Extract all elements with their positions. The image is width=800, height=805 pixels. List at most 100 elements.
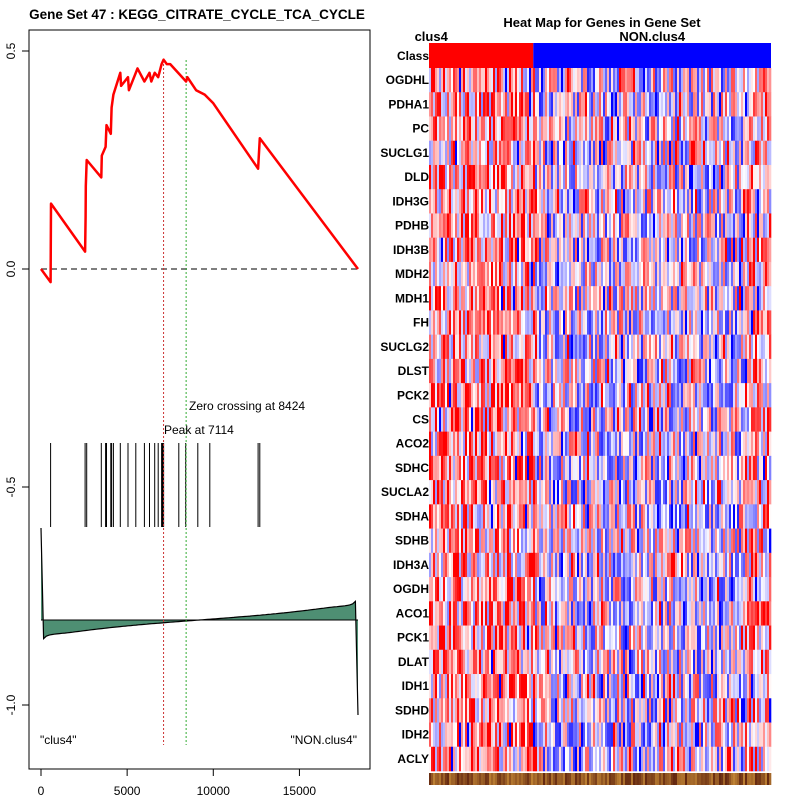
heatmap-cell xyxy=(627,189,629,214)
heatmap-cell xyxy=(505,310,507,335)
heatmap-cell xyxy=(629,626,631,651)
heatmap-cell xyxy=(721,165,723,190)
heatmap-cell xyxy=(593,407,595,432)
heatmap-cell xyxy=(625,310,627,335)
heatmap-cell xyxy=(489,383,491,408)
heatmap-cell xyxy=(745,553,747,578)
heatmap-cell xyxy=(649,626,651,651)
heatmap-cell xyxy=(507,92,509,117)
heatmap-cell xyxy=(595,650,597,675)
heatmap-cell xyxy=(701,626,703,651)
heatmap-cell xyxy=(635,359,637,384)
heatmap-cell xyxy=(561,141,563,166)
heatmap-cell xyxy=(579,723,581,748)
heatmap-cell xyxy=(583,480,585,505)
heatmap-cell xyxy=(727,674,729,699)
heatmap-cell xyxy=(657,504,659,529)
heatmap-cell xyxy=(655,432,657,457)
heatmap-cell xyxy=(751,262,753,287)
heatmap-cell xyxy=(569,189,571,214)
heatmap-cell xyxy=(759,359,761,384)
heatmap-cell xyxy=(751,674,753,699)
heatmap-cell xyxy=(557,650,559,675)
heatmap-cell xyxy=(505,213,507,238)
heatmap-cell xyxy=(549,335,551,360)
heatmap-cell xyxy=(555,480,557,505)
heatmap-cell xyxy=(465,141,467,166)
heatmap-cell xyxy=(513,747,515,772)
heatmap-cell xyxy=(475,407,477,432)
heatmap-cell xyxy=(581,456,583,481)
heatmap-cell xyxy=(745,310,747,335)
heatmap-row-suclg1 xyxy=(429,141,771,166)
heatmap-cell xyxy=(583,116,585,141)
heatmap-cell xyxy=(585,383,587,408)
heatmap-cell xyxy=(473,626,475,651)
heatmap-cell xyxy=(643,262,645,287)
heatmap-cell xyxy=(579,383,581,408)
heatmap-cell xyxy=(443,213,445,238)
heatmap-cell xyxy=(455,577,457,602)
heatmap-cell xyxy=(589,747,591,772)
heatmap-cell xyxy=(615,262,617,287)
heatmap-cell xyxy=(753,213,755,238)
heatmap-cell xyxy=(477,650,479,675)
heatmap-cell xyxy=(679,213,681,238)
heatmap-cell xyxy=(563,504,565,529)
heatmap-cell xyxy=(643,650,645,675)
heatmap-cell xyxy=(529,335,531,360)
heatmap-cell xyxy=(695,432,697,457)
heatmap-cell xyxy=(587,238,589,263)
heatmap-cell xyxy=(609,310,611,335)
heatmap-cell xyxy=(751,359,753,384)
heatmap-cell xyxy=(713,213,715,238)
heatmap-cell xyxy=(655,213,657,238)
heatmap-cell xyxy=(745,116,747,141)
heatmap-cell xyxy=(741,553,743,578)
heatmap-cell xyxy=(755,310,757,335)
heatmap-cell xyxy=(599,626,601,651)
heatmap-cell xyxy=(637,650,639,675)
heatmap-cell xyxy=(597,456,599,481)
heatmap-cell xyxy=(457,68,459,93)
heatmap-cell xyxy=(717,504,719,529)
heatmap-cell xyxy=(501,650,503,675)
heatmap-cell xyxy=(717,141,719,166)
heatmap-cell xyxy=(507,189,509,214)
heatmap-cell xyxy=(693,504,695,529)
heatmap-cell xyxy=(479,626,481,651)
heatmap-cell xyxy=(735,165,737,190)
heatmap-cell xyxy=(601,504,603,529)
heatmap-cell xyxy=(493,456,495,481)
heatmap-cell xyxy=(497,723,499,748)
heatmap-cell xyxy=(567,213,569,238)
heatmap-cell xyxy=(565,529,567,554)
heatmap-cell xyxy=(627,553,629,578)
heatmap-cell xyxy=(745,286,747,311)
heatmap-cell xyxy=(485,407,487,432)
heatmap-cell xyxy=(525,383,527,408)
heatmap-cell xyxy=(667,432,669,457)
heatmap-cell xyxy=(573,723,575,748)
heatmap-cell xyxy=(645,650,647,675)
heatmap-cell xyxy=(567,141,569,166)
heatmap-cell xyxy=(717,238,719,263)
heatmap-cell xyxy=(723,480,725,505)
heatmap-cell xyxy=(617,68,619,93)
heatmap-cell xyxy=(523,213,525,238)
heatmap-cell xyxy=(551,577,553,602)
heatmap-cell xyxy=(531,601,533,626)
heatmap-cell xyxy=(601,553,603,578)
heatmap-cell xyxy=(583,698,585,723)
heatmap-cell xyxy=(721,650,723,675)
heatmap-cell xyxy=(735,553,737,578)
heatmap-cell xyxy=(543,432,545,457)
heatmap-cell xyxy=(677,286,679,311)
heatmap-cell xyxy=(473,116,475,141)
heatmap-cell xyxy=(623,407,625,432)
heatmap-cell xyxy=(495,432,497,457)
heatmap-cell xyxy=(611,432,613,457)
heatmap-cell xyxy=(761,335,763,360)
heatmap-cell xyxy=(697,723,699,748)
heatmap-cell xyxy=(495,141,497,166)
